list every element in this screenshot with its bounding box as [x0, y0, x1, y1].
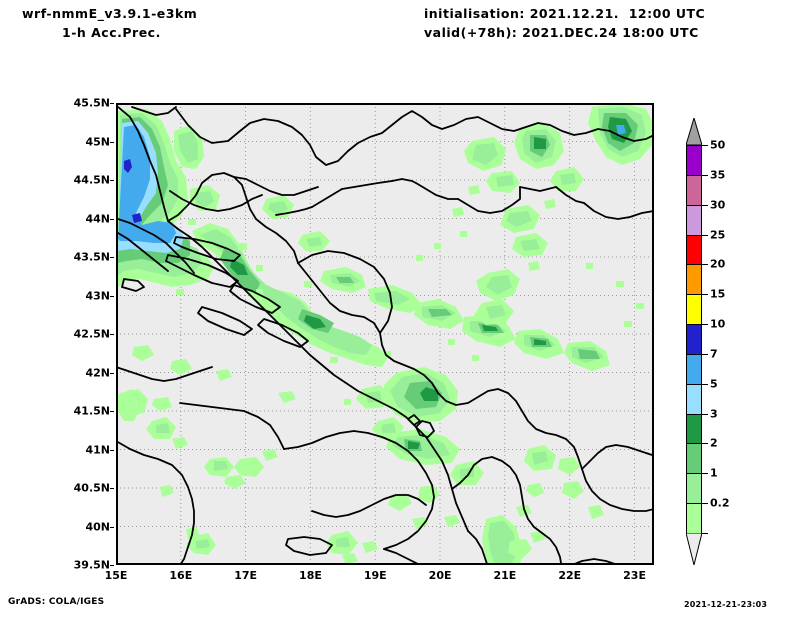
precip-region-italy	[118, 345, 378, 563]
latitude-tick-label: 44N	[85, 212, 110, 225]
colorbar-band[interactable]	[686, 294, 702, 325]
longitude-axis: 15E 16E 17E 18E 19E 20E 21E 22E 23E	[105, 569, 654, 587]
latitude-tick-mark	[110, 334, 114, 335]
colorbar-tick-mark	[686, 413, 708, 415]
latitude-tick-mark	[110, 295, 114, 297]
latitude-tick-mark	[110, 257, 114, 258]
initialisation-time-label: initialisation: 2021.12.21. 12:00 UTC	[424, 6, 706, 21]
latitude-tick-mark	[110, 411, 114, 412]
colorbar-band[interactable]	[686, 353, 702, 384]
colorbar-tick-label: 20	[710, 257, 726, 271]
colorbar-tick-label: 50	[710, 138, 726, 152]
longitude-tick-label: 21E	[493, 569, 517, 582]
colorbar-band[interactable]	[686, 413, 702, 444]
colorbar-tick-mark	[686, 264, 708, 266]
latitude-tick-mark	[110, 526, 114, 528]
render-timestamp-label: 2021-12-21-23:03	[684, 600, 768, 609]
colorbar-band[interactable]	[686, 234, 702, 265]
coastlines-and-borders	[118, 106, 652, 563]
latitude-tick-label: 45N	[85, 135, 110, 148]
colorbar-tick-label: 10	[710, 317, 726, 331]
precipitation-map	[116, 103, 654, 565]
colorbar-tick-label: 0.2	[710, 496, 730, 510]
precip-region-central-serbia	[356, 367, 484, 529]
latitude-tick-label: 39.5N	[73, 558, 110, 572]
colorbar-band[interactable]	[686, 174, 702, 205]
latitude-tick-label: 44.5N	[73, 173, 110, 187]
map-plot-area	[116, 103, 654, 565]
longitude-tick-label: 18E	[299, 569, 322, 582]
latitude-tick-label: 40N	[85, 520, 110, 533]
colorbar-tick-label: 7	[710, 347, 718, 361]
latitude-tick-mark	[110, 218, 114, 220]
latitude-tick-label: 41N	[85, 443, 110, 456]
latitude-tick-label: 43.5N	[73, 250, 110, 264]
colorbar-tick-mark	[686, 174, 708, 176]
colorbar-tick-label: 25	[710, 228, 726, 242]
latitude-tick-mark	[110, 565, 114, 566]
colorbar-tick-mark	[686, 234, 708, 236]
colorbar-band[interactable]	[686, 443, 702, 474]
field-name-label: 1-h Acc.Prec.	[62, 25, 161, 40]
colorbar-band[interactable]	[686, 503, 702, 533]
colorbar-tick-label: 15	[710, 287, 726, 301]
precip-region-dinarides	[192, 195, 610, 371]
latitude-tick-mark	[110, 141, 114, 143]
longitude-tick-label: 16E	[169, 569, 193, 582]
latitude-tick-mark	[110, 103, 114, 104]
colorbar-tick-mark	[686, 383, 708, 385]
latitude-tick-mark	[110, 488, 114, 489]
colorbar-band[interactable]	[686, 473, 702, 504]
colorbar-top-cap	[685, 116, 703, 146]
latitude-tick-mark	[110, 449, 114, 451]
longitude-tick-label: 19E	[363, 569, 387, 582]
latitude-axis: 45.5N 45N 44.5N 44N 43.5N 43N 42.5N 42N 41.5N 41N…	[40, 97, 114, 572]
colorbar-tick-label: 5	[710, 377, 718, 391]
colorbar-tick-mark	[686, 145, 708, 146]
colorbar-tick-label: 3	[710, 407, 718, 421]
colorbar-tick-mark	[686, 204, 708, 206]
colorbar-band[interactable]	[686, 145, 702, 175]
colorbar-band[interactable]	[686, 264, 702, 295]
latitude-tick-label: 42N	[85, 366, 110, 379]
colorbar-tick-label: 30	[710, 198, 726, 212]
colorbar-band[interactable]	[686, 324, 702, 354]
longitude-tick-label: 17E	[234, 569, 258, 582]
latitude-tick-label: 43N	[85, 289, 110, 302]
latitude-tick-label: 42.5N	[73, 327, 110, 341]
colorbar-tick-mark	[686, 294, 708, 296]
valid-time-label: valid(+78h): 2021.DEC.24 18:00 UTC	[424, 25, 699, 40]
longitude-tick-label: 20E	[428, 569, 452, 582]
plot-border	[116, 103, 654, 565]
colorbar-tick-label: 2	[710, 436, 718, 450]
longitude-tick-label: 15E	[104, 569, 128, 582]
latitude-tick-label: 45.5N	[73, 96, 110, 110]
colorbar-tick-mark	[686, 324, 708, 326]
precip-scattered-cells	[176, 219, 644, 405]
latitude-tick-mark	[110, 372, 114, 374]
colorbar-tick-mark	[686, 353, 708, 355]
colorbar-band[interactable]	[686, 204, 702, 235]
precip-region-ne-serbia	[452, 105, 652, 325]
latitude-tick-label: 41.5N	[73, 404, 110, 418]
colorbar-tick-mark	[686, 503, 708, 505]
latitude-tick-label: 40.5N	[73, 481, 110, 495]
colorbar-tick-label: 1	[710, 466, 718, 480]
model-name-label: wrf-nmmE_v3.9.1-e3km	[22, 6, 198, 21]
colorbar-band[interactable]	[686, 383, 702, 414]
longitude-tick-label: 22E	[558, 569, 582, 582]
longitude-tick-label: 23E	[623, 569, 646, 582]
grads-credit-label: GrADS: COLA/IGES	[8, 597, 105, 607]
colorbar-tick-mark	[686, 443, 708, 445]
colorbar[interactable]: 50 35 30 25 20 15 10 7 5 3 2 1 0.2	[686, 139, 730, 534]
colorbar-tick-mark	[686, 473, 708, 475]
colorbar-tick-label: 35	[710, 168, 726, 182]
colorbar-bottom-cap	[685, 532, 703, 566]
latitude-tick-mark	[110, 180, 114, 181]
